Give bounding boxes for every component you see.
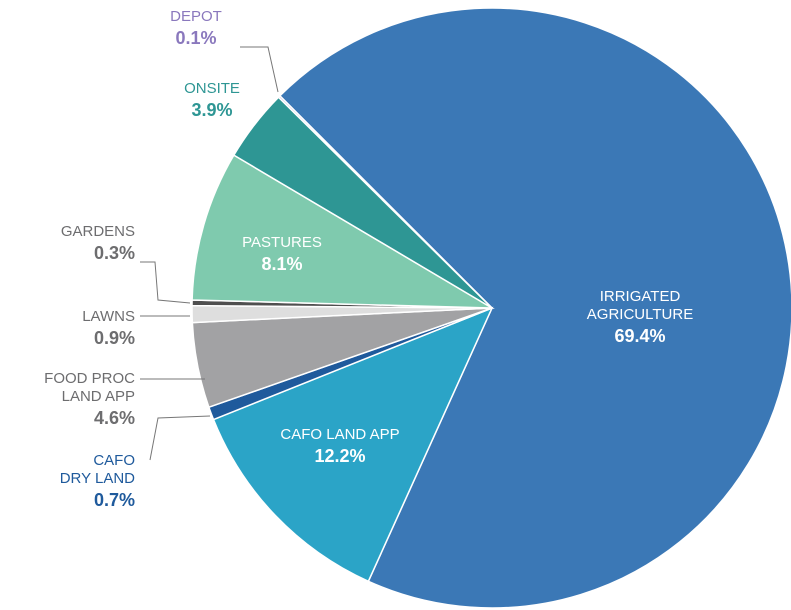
pie-slice <box>191 154 495 309</box>
category-name: CAFO LAND APP <box>280 426 400 443</box>
slice-label: IRRIGATED AGRICULTURE 69.4% <box>565 288 716 348</box>
leader-line <box>149 415 211 461</box>
value-label: 0.9% <box>93 328 135 348</box>
slice-label: ONSITE 3.9% <box>184 80 240 122</box>
category-name: IRRIGATED AGRICULTURE <box>586 288 694 323</box>
leader-line <box>240 46 279 93</box>
pie-slice <box>212 306 494 583</box>
category-name: GARDENS <box>60 223 135 240</box>
category-name: ONSITE <box>184 80 240 97</box>
slice-label: PASTURES 8.1% <box>242 234 322 276</box>
category-name: PASTURES <box>242 234 322 251</box>
category-name: FOOD PROC LAND APP <box>44 370 135 405</box>
value-label: 8.1% <box>261 254 303 274</box>
value-label: 4.6% <box>93 408 135 428</box>
value-label: 3.9% <box>191 100 233 120</box>
value-label: 0.7% <box>93 490 135 510</box>
slice-label: CAFO DRY LAND 0.7% <box>60 452 135 512</box>
slice-label: DEPOT 0.1% <box>170 8 222 50</box>
value-label: 0.3% <box>93 243 135 263</box>
value-label: 0.1% <box>175 28 217 48</box>
value-label: 69.4% <box>614 326 666 346</box>
pie-slice <box>277 94 493 309</box>
category-name: DEPOT <box>170 8 222 25</box>
category-name: CAFO DRY LAND <box>59 452 135 487</box>
slice-label: CAFO LAND APP 12.2% <box>280 426 399 468</box>
leader-line <box>140 261 191 304</box>
pie-slice <box>278 7 791 609</box>
slice-label: LAWNS 0.9% <box>82 308 135 350</box>
category-name: LAWNS <box>82 308 135 325</box>
slice-label: FOOD PROC LAND APP 4.6% <box>44 370 135 430</box>
value-label: 12.2% <box>314 446 366 466</box>
slice-label: GARDENS 0.3% <box>61 223 135 265</box>
